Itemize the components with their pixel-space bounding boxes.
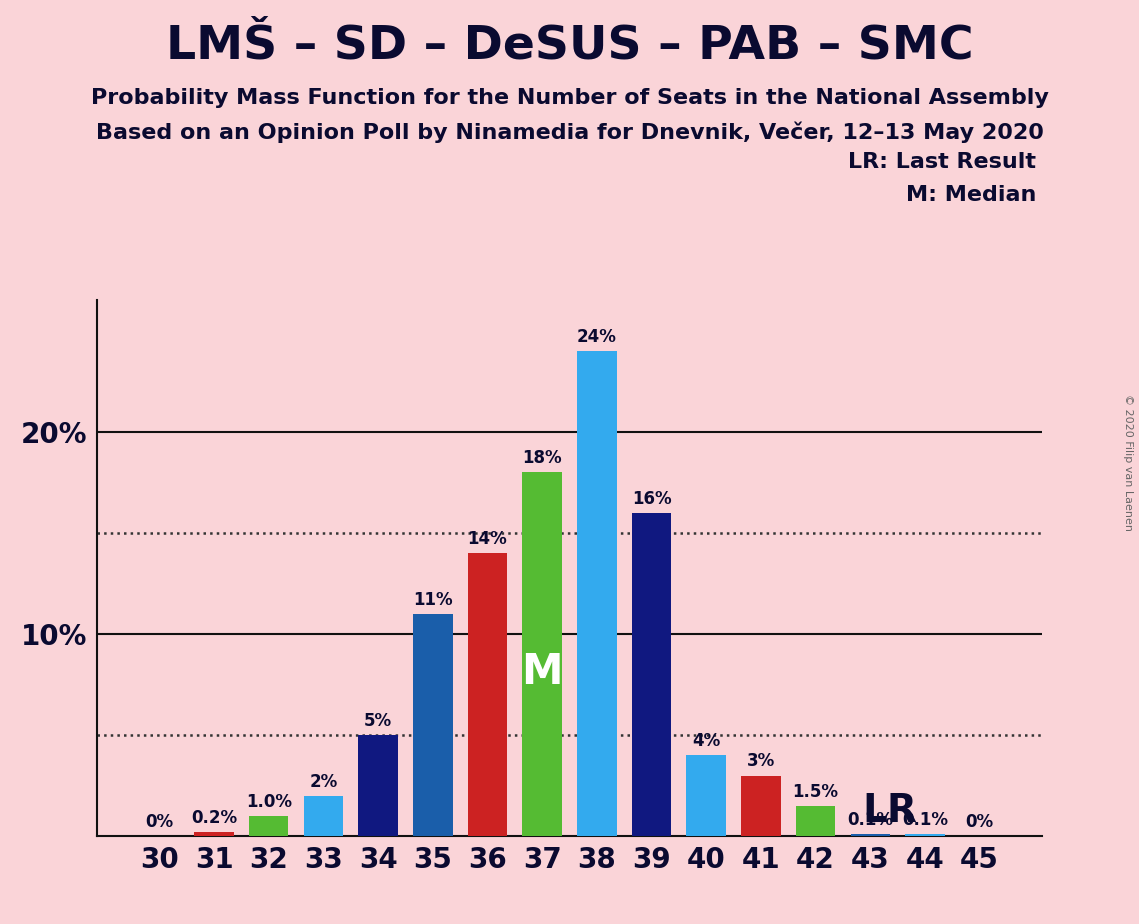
Text: 5%: 5% <box>364 712 392 730</box>
Text: Based on an Opinion Poll by Ninamedia for Dnevnik, Večer, 12–13 May 2020: Based on an Opinion Poll by Ninamedia fo… <box>96 122 1043 143</box>
Text: © 2020 Filip van Laenen: © 2020 Filip van Laenen <box>1123 394 1133 530</box>
Text: 0.1%: 0.1% <box>902 811 948 829</box>
Text: 0.2%: 0.2% <box>191 809 237 827</box>
Bar <box>577 351 616 836</box>
Bar <box>468 553 507 836</box>
Text: 14%: 14% <box>468 530 507 548</box>
Text: 18%: 18% <box>523 449 562 468</box>
Text: LR: LR <box>862 792 917 830</box>
Bar <box>195 833 233 836</box>
Bar <box>523 472 562 836</box>
Text: M: Median: M: Median <box>907 185 1036 205</box>
Text: 0%: 0% <box>966 813 993 832</box>
Text: 1.5%: 1.5% <box>793 783 838 801</box>
Text: 0%: 0% <box>146 813 173 832</box>
Bar <box>359 736 398 836</box>
Text: M: M <box>522 651 563 693</box>
Text: 16%: 16% <box>632 490 671 507</box>
Text: 4%: 4% <box>693 733 720 750</box>
Bar <box>796 806 835 836</box>
Text: 3%: 3% <box>747 752 775 771</box>
Text: 2%: 2% <box>310 772 337 791</box>
Bar <box>741 775 780 836</box>
Text: 1.0%: 1.0% <box>246 793 292 811</box>
Text: 11%: 11% <box>413 590 452 609</box>
Bar <box>632 513 671 836</box>
Bar <box>304 796 343 836</box>
Text: Probability Mass Function for the Number of Seats in the National Assembly: Probability Mass Function for the Number… <box>91 88 1048 108</box>
Bar <box>851 834 890 836</box>
Text: LR: Last Result: LR: Last Result <box>849 152 1036 173</box>
Text: 24%: 24% <box>576 328 617 346</box>
Text: LMŠ – SD – DeSUS – PAB – SMC: LMŠ – SD – DeSUS – PAB – SMC <box>165 23 974 68</box>
Bar <box>906 834 944 836</box>
Bar <box>249 816 288 836</box>
Bar <box>687 755 726 836</box>
Text: 0.1%: 0.1% <box>847 811 893 829</box>
Bar <box>413 614 452 836</box>
